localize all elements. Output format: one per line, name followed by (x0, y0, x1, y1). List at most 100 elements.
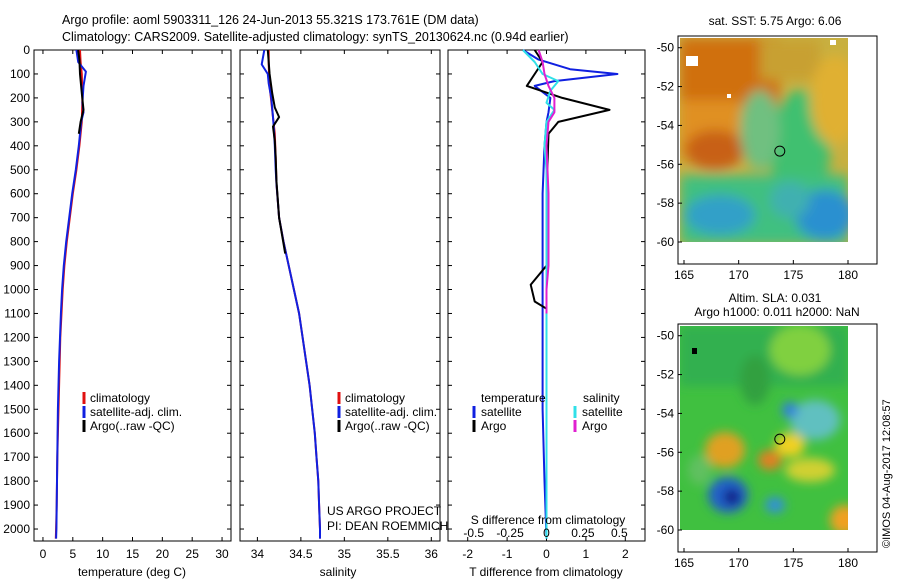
y-tick-label: 200 (10, 91, 30, 105)
sla-map-axes: 165 170 175 180 -50 -52 -54 -56 -58 -60 (657, 329, 859, 570)
salinity-legend: climatology satellite-adj. clim. Argo(..… (337, 391, 437, 433)
x-tick-label: 10 (96, 547, 110, 561)
legend-label-climatology: climatology (345, 391, 405, 405)
sst-map-frame (677, 35, 878, 265)
salinity-panel: 34 34.5 35 35.5 36 salinity climatology sate… (239, 49, 448, 579)
x-tick-label: 35 (338, 547, 352, 561)
legend-header-salinity: salinity (583, 391, 620, 405)
y-tick-label: 900 (10, 259, 30, 273)
sst-map-title: sat. SST: 5.75 Argo: 6.06 (709, 14, 842, 28)
y-tick-label: 100 (10, 67, 30, 81)
x-tick-label: 5 (69, 547, 76, 561)
x-tick-label: 35.5 (376, 547, 400, 561)
map-x-tick-label: 175 (783, 268, 803, 282)
temperature-lines (54, 49, 87, 539)
difference-y-ticks (448, 49, 645, 530)
x-tick-label: -1 (502, 547, 513, 561)
x-tick-label: 25 (186, 547, 200, 561)
y-tick-label: 1800 (3, 474, 30, 488)
salinity-lines (260, 49, 321, 539)
map-y-tick-label: -50 (657, 41, 675, 55)
series-line-salinity-argo (537, 49, 556, 314)
project-annotation-line1: US ARGO PROJECT (327, 504, 442, 518)
temperature-y-axis: 0 100 200 300 400 500 600 700 800 900 1000 1100 1200… (3, 43, 231, 536)
sla-argo-location-marker (774, 433, 786, 445)
y-tick-label: 600 (10, 187, 30, 201)
map-y-tick-label: -54 (657, 406, 675, 420)
map-y-tick-label: -56 (657, 445, 675, 459)
legend-header-temperature: temperature (481, 391, 546, 405)
legend-label-argo: Argo(..raw -QC) (90, 419, 175, 433)
difference-lines (522, 49, 619, 539)
difference-panel: -2 -1 0 1 2 T difference from climatology S … (447, 49, 646, 579)
x-tick-label: 34 (251, 547, 265, 561)
series-line-argo-raw-qc- (266, 49, 287, 254)
y-tick-label: 500 (10, 163, 30, 177)
map-y-tick-label: -50 (657, 329, 675, 343)
x-tick-label: 15 (126, 547, 140, 561)
y-tick-label: 1200 (3, 330, 30, 344)
x-tick-label: -2 (462, 547, 473, 561)
project-annotation-line2: PI: DEAN ROEMMICH (327, 519, 448, 533)
x-tick-label: 30 (215, 547, 229, 561)
temperature-plot-frame (33, 49, 232, 542)
map-y-tick-label: -52 (657, 80, 675, 94)
legend-label-satellite: satellite-adj. clim. (90, 405, 182, 419)
y-tick-label: 1100 (4, 306, 30, 320)
map-x-tick-label: 165 (674, 556, 694, 570)
temperature-x-label: temperature (deg C) (78, 565, 186, 579)
map-y-tick-label: -58 (657, 196, 675, 210)
y-tick-label: 1700 (3, 450, 30, 464)
legend-label-t-satellite: satellite (481, 405, 522, 419)
sst-map-panel: sat. SST: 5.75 Argo: 6.06 (657, 14, 878, 282)
sla-map-frame (677, 323, 878, 553)
sla-map-panel: Altim. SLA: 0.031 Argo h1000: 0.011 h200… (657, 291, 878, 570)
y-tick-label: 300 (10, 115, 30, 129)
y-tick-label: 1900 (3, 498, 30, 512)
x-tick-label: 1 (583, 547, 590, 561)
map-x-tick-label: 180 (838, 556, 858, 570)
map-x-tick-label: 170 (729, 556, 749, 570)
s-tick-label: 0.25 (571, 526, 595, 540)
salinity-x-axis: 34 34.5 35 35.5 36 (251, 50, 439, 561)
salinity-y-ticks (240, 49, 440, 530)
imos-timestamp: ©IMOS 04-Aug-2017 12:08:57 (881, 399, 893, 548)
y-tick-label: 700 (10, 211, 30, 225)
s-difference-label: S difference from climatology (471, 513, 626, 527)
t-difference-x-label: T difference from climatology (469, 565, 623, 579)
map-y-tick-label: -60 (657, 235, 675, 249)
series-line-temperature-argo (525, 49, 611, 310)
sla-field (680, 326, 848, 530)
y-tick-label: 800 (10, 235, 30, 249)
y-tick-label: 1600 (3, 426, 30, 440)
y-tick-label: 1000 (3, 283, 30, 297)
difference-legend: temperature salinity satellite Argo sate… (472, 391, 623, 433)
figure-title-line2: Climatology: CARS2009. Satellite-adjuste… (62, 30, 569, 44)
sla-map-title-line2: Argo h1000: 0.011 h2000: NaN (694, 305, 859, 319)
legend-label-t-argo: Argo (481, 419, 507, 433)
x-tick-label: 0 (543, 547, 550, 561)
s-tick-label: -0.25 (496, 526, 524, 540)
s-tick-label: -0.5 (463, 526, 484, 540)
map-y-tick-label: -60 (657, 523, 675, 537)
map-y-tick-label: -52 (657, 368, 675, 382)
temperature-panel: 0 100 200 300 400 500 600 700 800 900 1000 1100 1200… (3, 43, 232, 579)
sst-argo-location-marker (774, 145, 786, 157)
x-tick-label: 34.5 (289, 547, 313, 561)
map-y-tick-label: -54 (657, 118, 675, 132)
y-tick-label: 400 (10, 139, 30, 153)
x-tick-label: 2 (622, 547, 629, 561)
x-tick-label: 36 (425, 547, 439, 561)
difference-x-axis: -2 -1 0 1 2 (462, 50, 629, 561)
legend-label-argo: Argo(..raw -QC) (345, 419, 430, 433)
y-tick-label: 1400 (3, 378, 30, 392)
sla-map-title-line1: Altim. SLA: 0.031 (729, 291, 822, 305)
y-tick-label: 1300 (3, 354, 30, 368)
x-tick-label: 0 (40, 547, 47, 561)
temperature-legend: climatology satellite-adj. clim. Argo(..… (82, 391, 182, 433)
salinity-x-label: salinity (320, 565, 357, 579)
s-tick-label: 0 (543, 526, 550, 540)
sst-field (680, 38, 848, 242)
legend-label-climatology: climatology (90, 391, 150, 405)
